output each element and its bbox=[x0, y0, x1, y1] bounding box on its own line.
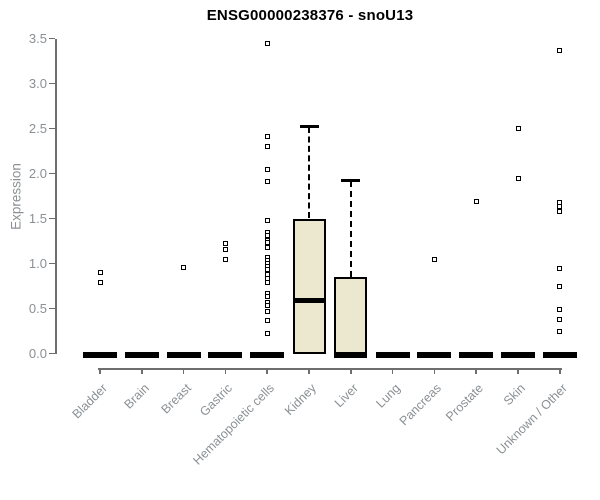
outlier-point bbox=[97, 270, 103, 275]
box bbox=[292, 218, 326, 354]
y-tick-label: 2.0 bbox=[28, 166, 47, 181]
outlier-point bbox=[264, 279, 270, 285]
median-line bbox=[334, 351, 368, 358]
outlier-point bbox=[557, 47, 563, 53]
outlier-point bbox=[264, 41, 270, 47]
x-tick bbox=[517, 368, 519, 374]
x-tick bbox=[224, 368, 227, 374]
x-axis-line bbox=[98, 368, 562, 370]
outlier-point bbox=[264, 134, 270, 140]
zero-median-bar bbox=[124, 351, 159, 358]
y-tick bbox=[49, 82, 55, 85]
outlier-point bbox=[264, 331, 270, 337]
x-tick bbox=[141, 368, 143, 374]
x-tick bbox=[182, 368, 185, 374]
y-tick bbox=[49, 37, 55, 40]
outlier-point bbox=[515, 176, 521, 182]
outlier-point bbox=[222, 246, 228, 252]
outlier-point bbox=[97, 279, 103, 285]
x-tick bbox=[433, 368, 436, 374]
outlier-point bbox=[515, 126, 521, 131]
outlier-point bbox=[181, 264, 187, 270]
x-tick bbox=[350, 368, 352, 374]
y-tick-label: 3.5 bbox=[28, 31, 47, 46]
zero-median-bar bbox=[166, 351, 201, 358]
zero-median-bar bbox=[375, 351, 410, 358]
y-tick-label: 1.5 bbox=[28, 211, 47, 226]
x-tick bbox=[559, 368, 561, 374]
outlier-point bbox=[264, 144, 270, 149]
x-tick bbox=[391, 368, 394, 374]
outlier-point bbox=[264, 317, 270, 323]
median-line bbox=[292, 298, 326, 303]
outlier-point bbox=[557, 208, 563, 214]
outlier-point bbox=[264, 308, 270, 314]
y-tick bbox=[49, 217, 55, 220]
x-tick bbox=[266, 368, 268, 374]
chart-title: ENSG00000238376 - snoU13 bbox=[206, 7, 414, 24]
x-tick bbox=[475, 368, 477, 374]
outlier-point bbox=[264, 217, 270, 223]
outlier-point bbox=[557, 266, 563, 272]
box bbox=[334, 277, 368, 354]
whisker bbox=[349, 180, 352, 277]
x-tick bbox=[308, 368, 310, 374]
outlier-point bbox=[222, 241, 228, 247]
zero-median-bar bbox=[250, 351, 285, 358]
y-tick bbox=[49, 172, 55, 175]
zero-median-bar bbox=[542, 351, 577, 358]
y-tick-label: 2.5 bbox=[28, 121, 47, 136]
y-tick bbox=[49, 352, 55, 355]
outlier-point bbox=[264, 244, 270, 250]
y-tick-label: 3.0 bbox=[28, 76, 47, 91]
whisker-cap bbox=[341, 179, 361, 183]
y-tick-label: 0.0 bbox=[28, 346, 47, 361]
zero-median-bar bbox=[208, 351, 243, 358]
outlier-point bbox=[222, 257, 228, 263]
y-tick-label: 1.0 bbox=[28, 256, 47, 271]
y-axis-line bbox=[55, 38, 57, 354]
whisker-cap bbox=[299, 125, 319, 129]
outlier-point bbox=[557, 306, 563, 312]
outlier-point bbox=[473, 198, 479, 204]
outlier-point bbox=[557, 329, 563, 335]
whisker bbox=[308, 126, 310, 219]
y-tick bbox=[49, 262, 55, 265]
outlier-point bbox=[264, 179, 270, 185]
zero-median-bar bbox=[83, 351, 117, 358]
y-tick-label: 0.5 bbox=[28, 301, 47, 316]
zero-median-bar bbox=[417, 351, 452, 358]
zero-median-bar bbox=[459, 351, 494, 358]
zero-median-bar bbox=[501, 351, 535, 358]
x-tick bbox=[99, 368, 101, 374]
outlier-point bbox=[431, 256, 437, 262]
y-tick bbox=[49, 307, 55, 310]
y-tick bbox=[49, 127, 55, 130]
outlier-point bbox=[557, 316, 563, 322]
outlier-point bbox=[264, 167, 270, 173]
outlier-point bbox=[264, 303, 270, 309]
outlier-point bbox=[557, 284, 563, 290]
outlier-point bbox=[264, 294, 270, 300]
